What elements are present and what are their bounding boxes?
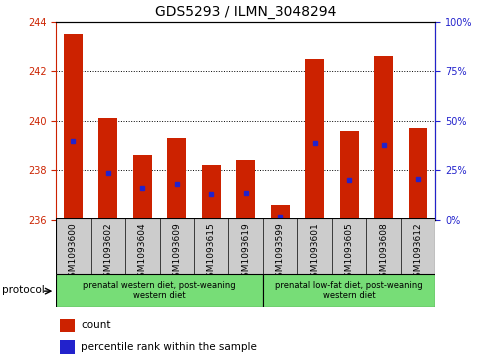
Bar bbox=[263, 274, 434, 307]
Bar bbox=[305, 59, 324, 220]
Bar bbox=[270, 205, 289, 220]
Bar bbox=[339, 131, 358, 220]
Bar bbox=[64, 34, 83, 220]
Bar bbox=[373, 56, 392, 220]
Text: GSM1093608: GSM1093608 bbox=[378, 222, 387, 283]
Text: GSM1093604: GSM1093604 bbox=[138, 222, 146, 283]
Text: GSM1093602: GSM1093602 bbox=[103, 222, 112, 283]
Text: GSM1093601: GSM1093601 bbox=[309, 222, 319, 283]
Text: protocol: protocol bbox=[2, 285, 45, 295]
Text: prenatal low-fat diet, post-weaning
western diet: prenatal low-fat diet, post-weaning west… bbox=[275, 281, 422, 300]
Bar bbox=[56, 274, 263, 307]
Bar bbox=[133, 155, 152, 220]
Text: GSM1093605: GSM1093605 bbox=[344, 222, 353, 283]
Bar bbox=[407, 128, 427, 220]
Title: GDS5293 / ILMN_3048294: GDS5293 / ILMN_3048294 bbox=[155, 5, 336, 19]
Text: count: count bbox=[81, 321, 110, 330]
Bar bbox=[236, 160, 255, 220]
Bar bbox=[60, 340, 75, 354]
Bar bbox=[98, 118, 117, 220]
Text: GSM1093612: GSM1093612 bbox=[413, 222, 422, 283]
Text: GSM1093599: GSM1093599 bbox=[275, 222, 284, 283]
Bar bbox=[202, 165, 220, 220]
Text: GSM1093619: GSM1093619 bbox=[241, 222, 250, 283]
Bar bbox=[60, 319, 75, 332]
Text: GSM1093600: GSM1093600 bbox=[69, 222, 78, 283]
Bar bbox=[167, 138, 186, 220]
Text: percentile rank within the sample: percentile rank within the sample bbox=[81, 342, 256, 352]
Text: GSM1093615: GSM1093615 bbox=[206, 222, 215, 283]
Text: prenatal western diet, post-weaning
western diet: prenatal western diet, post-weaning west… bbox=[83, 281, 235, 300]
Text: GSM1093609: GSM1093609 bbox=[172, 222, 181, 283]
